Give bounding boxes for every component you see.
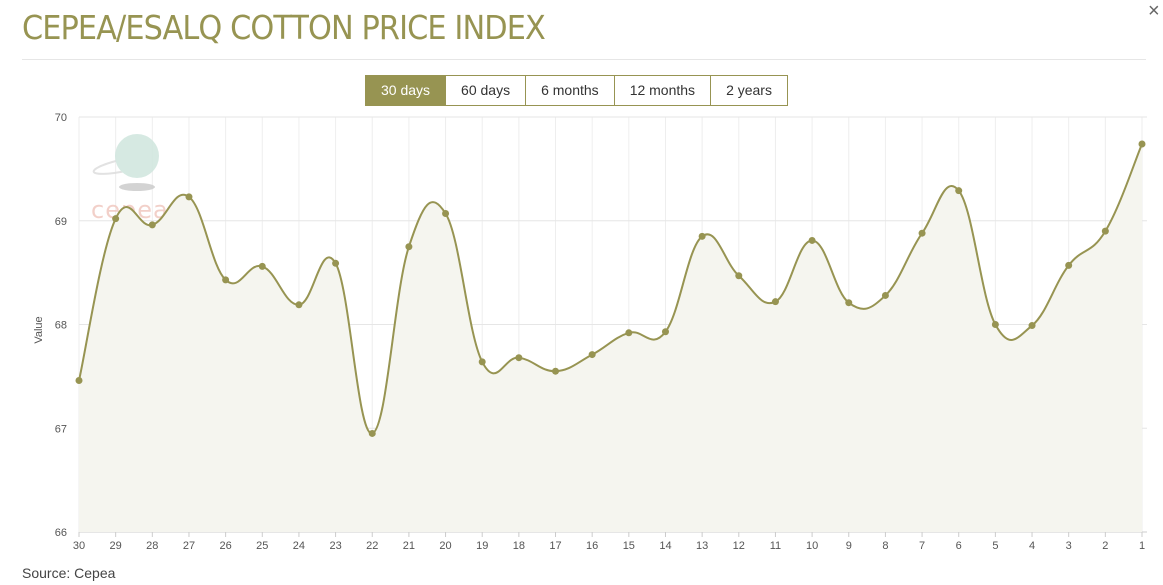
x-tick-label: 6 [956, 540, 962, 552]
x-tick-label: 21 [403, 540, 415, 552]
data-point-13[interactable] [698, 232, 706, 240]
x-tick-label: 1 [1139, 540, 1145, 552]
data-point-3[interactable] [1065, 261, 1073, 269]
y-tick-label: 67 [55, 423, 67, 435]
data-point-2[interactable] [1101, 227, 1109, 235]
y-tick-label: 68 [55, 320, 67, 332]
y-axis-label: Value [33, 316, 45, 343]
data-point-23[interactable] [332, 259, 340, 267]
data-point-5[interactable] [991, 321, 999, 328]
range-button-30-days[interactable]: 30 days [366, 76, 446, 105]
x-tick-label: 5 [992, 540, 998, 552]
close-icon[interactable]: × [1148, 0, 1160, 22]
x-tick-label: 3 [1066, 540, 1072, 552]
data-point-7[interactable] [918, 229, 926, 237]
data-point-17[interactable] [552, 367, 560, 375]
y-tick-label: 66 [55, 527, 67, 539]
data-point-1[interactable] [1138, 140, 1146, 148]
x-tick-label: 13 [696, 540, 708, 552]
data-point-11[interactable] [771, 298, 779, 306]
x-tick-label: 23 [329, 540, 341, 552]
range-button-12-months[interactable]: 12 months [613, 76, 711, 105]
data-point-18[interactable] [515, 354, 523, 362]
x-tick-label: 20 [439, 540, 451, 552]
price-chart: cepea 3029282726252423222120191817161514… [33, 112, 1147, 552]
data-point-4[interactable] [1028, 322, 1036, 330]
range-button-6-months[interactable]: 6 months [525, 76, 614, 105]
x-tick-label: 17 [549, 540, 561, 552]
data-point-22[interactable] [368, 429, 376, 437]
area-fill [79, 143, 1142, 532]
x-tick-label: 11 [770, 540, 781, 552]
data-point-26[interactable] [222, 276, 230, 284]
range-selector: 30 days 60 days 6 months 12 months 2 years [365, 75, 788, 106]
data-point-8[interactable] [881, 291, 889, 299]
data-point-14[interactable] [661, 328, 669, 336]
x-tick-label: 9 [846, 540, 852, 552]
x-tick-label: 2 [1102, 540, 1108, 552]
x-tick-label: 22 [366, 540, 378, 552]
data-point-9[interactable] [845, 299, 853, 307]
x-tick-label: 12 [733, 540, 745, 552]
page-title: CEPEA/ESALQ COTTON PRICE INDEX [22, 8, 546, 47]
source-note: Source: Cepea [22, 565, 116, 581]
data-point-24[interactable] [295, 301, 303, 309]
x-tick-label: 14 [659, 540, 671, 552]
x-tick-label: 7 [919, 540, 925, 552]
data-point-20[interactable] [442, 209, 450, 217]
x-tick-label: 4 [1029, 540, 1035, 552]
x-tick-label: 30 [73, 540, 85, 552]
data-point-21[interactable] [405, 243, 413, 251]
data-point-10[interactable] [808, 236, 816, 244]
range-button-2-years[interactable]: 2 years [710, 76, 787, 105]
x-tick-label: 25 [256, 540, 268, 552]
data-point-12[interactable] [735, 272, 743, 280]
x-tick-label: 29 [110, 540, 122, 552]
x-tick-label: 27 [183, 540, 195, 552]
x-tick-label: 10 [806, 540, 818, 552]
x-tick-label: 18 [513, 540, 525, 552]
data-point-29[interactable] [112, 215, 120, 223]
x-tick-label: 15 [623, 540, 635, 552]
x-tick-label: 26 [219, 540, 231, 552]
x-tick-label: 19 [476, 540, 488, 552]
divider [22, 59, 1146, 60]
data-point-30[interactable] [75, 377, 83, 385]
range-button-60-days[interactable]: 60 days [445, 76, 526, 105]
data-point-25[interactable] [258, 262, 266, 270]
data-point-28[interactable] [148, 221, 156, 229]
x-tick-label: 28 [146, 540, 158, 552]
x-tick-label: 16 [586, 540, 598, 552]
data-point-15[interactable] [625, 329, 633, 337]
data-point-6[interactable] [955, 187, 963, 195]
y-tick-label: 70 [55, 112, 67, 124]
x-tick-label: 8 [882, 540, 888, 552]
y-tick-label: 69 [55, 216, 67, 228]
data-point-27[interactable] [185, 193, 193, 201]
x-tick-label: 24 [293, 540, 305, 552]
data-point-16[interactable] [588, 351, 596, 359]
data-point-19[interactable] [478, 358, 486, 366]
